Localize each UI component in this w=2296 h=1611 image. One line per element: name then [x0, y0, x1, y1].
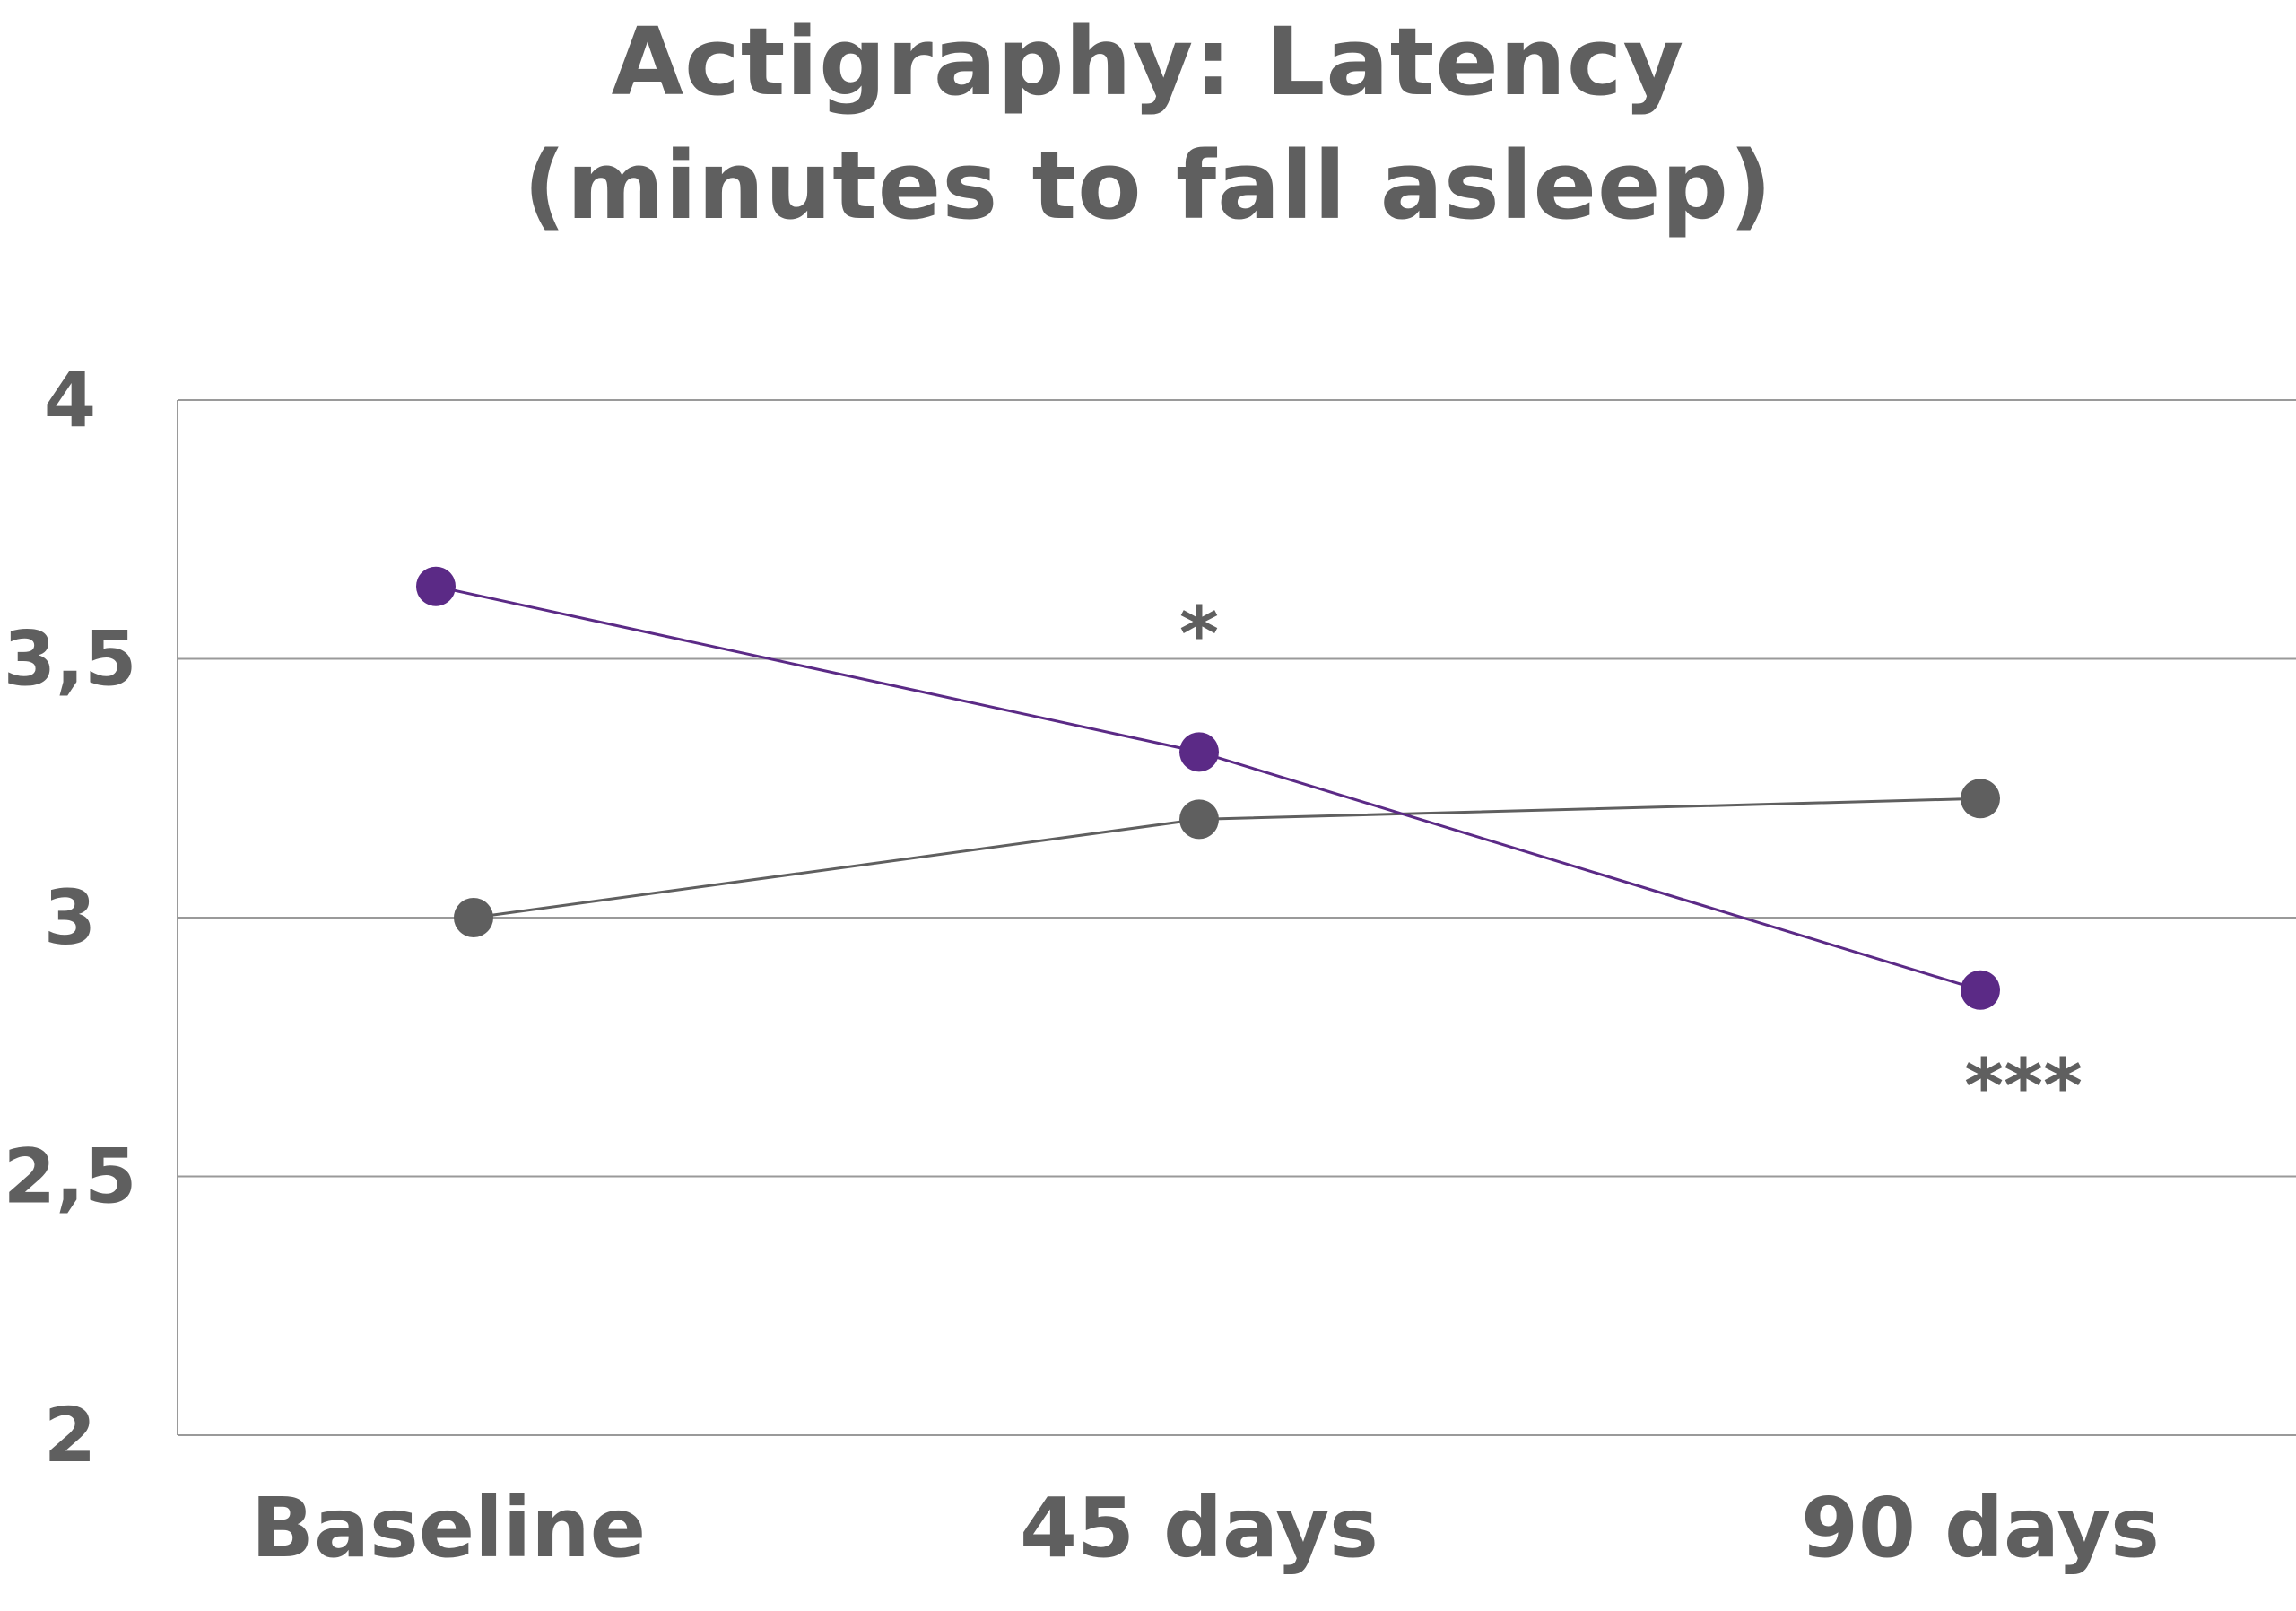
y-tick-label: 3,5 [4, 615, 137, 703]
y-tick-label: 2 [44, 1391, 96, 1479]
x-tick-labels: Baseline 45 days 90 days [251, 1480, 2160, 1576]
series-line-1 [473, 797, 1981, 919]
data-point-series-1-2 [1961, 779, 2000, 819]
data-point-series-0-2 [1961, 970, 2000, 1010]
x-tick-label: Baseline [251, 1480, 646, 1576]
data-point-series-0-0 [416, 566, 456, 606]
data-point-series-0-1 [1179, 732, 1219, 772]
series [416, 566, 2000, 1010]
gridlines [178, 399, 2296, 1436]
chart-title: Actigraphy: Latency (minutes to fall asl… [0, 0, 2296, 248]
x-tick-label: 45 days [1020, 1480, 1378, 1576]
significance-annotation: * [1179, 590, 1219, 678]
data-point-series-1-1 [1179, 799, 1219, 840]
y-tick-label: 2,5 [4, 1133, 137, 1221]
y-tick-label: 4 [44, 356, 96, 444]
x-tick-label: 90 days [1801, 1480, 2160, 1576]
y-tick-label: 3 [44, 874, 96, 962]
annotations: **** [1179, 590, 2083, 1130]
chart-title-line-1: Actigraphy: Latency [611, 7, 1685, 117]
significance-annotation: *** [1964, 1042, 2083, 1130]
data-point-series-1-0 [454, 898, 493, 937]
chart-title-line-2: (minutes to fall asleep) [523, 131, 1773, 240]
y-tick-labels: 4 3,5 3 2,5 2 [4, 356, 137, 1479]
